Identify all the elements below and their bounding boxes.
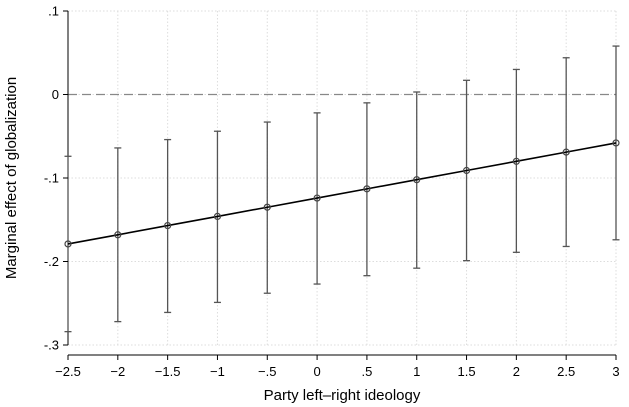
x-tick-label: 1 [413, 364, 420, 379]
x-tick-label: 2 [513, 364, 520, 379]
data-point [363, 185, 371, 193]
y-tick-label: -.3 [44, 338, 59, 353]
grid-lines [67, 10, 617, 346]
x-tick-label: −2.5 [55, 364, 81, 379]
x-tick-label: 0 [313, 364, 320, 379]
axes [67, 11, 616, 356]
data-point [512, 157, 520, 165]
series-line [67, 142, 617, 245]
y-tick-label: -.2 [44, 254, 59, 269]
data-point [164, 221, 172, 230]
data-point [562, 148, 570, 156]
x-tick-label: −1 [210, 364, 225, 379]
y-tick-label: 0 [52, 87, 59, 102]
x-tick-label: 2.5 [557, 364, 575, 379]
y-axis-ticks: .1 0 -.1 -.2 -.3 [44, 4, 68, 353]
data-point [413, 176, 421, 184]
y-axis-title: Marginal effect of globalization [3, 77, 20, 279]
y-tick-label: .1 [48, 4, 59, 19]
x-tick-label: 1.5 [458, 364, 476, 379]
x-tick-label: 3 [612, 364, 619, 379]
x-axis-ticks: −2.5 −2 −1.5 −1 −.5 0 .5 1 1.5 2 2.5 3 [55, 355, 620, 379]
data-markers [64, 139, 620, 248]
error-bars [64, 45, 620, 333]
data-point [313, 194, 321, 202]
x-tick-label: .5 [361, 364, 372, 379]
data-point [462, 166, 471, 175]
data-point [612, 139, 620, 147]
data-point [213, 212, 222, 221]
y-tick-label: -.1 [44, 171, 59, 186]
x-tick-label: −.5 [258, 364, 276, 379]
x-tick-label: −1.5 [155, 364, 181, 379]
x-tick-label: −2 [110, 364, 125, 379]
data-point [64, 240, 72, 248]
x-axis-title: Party left–right ideology [264, 387, 421, 404]
data-point [114, 231, 122, 239]
data-point [263, 203, 271, 211]
